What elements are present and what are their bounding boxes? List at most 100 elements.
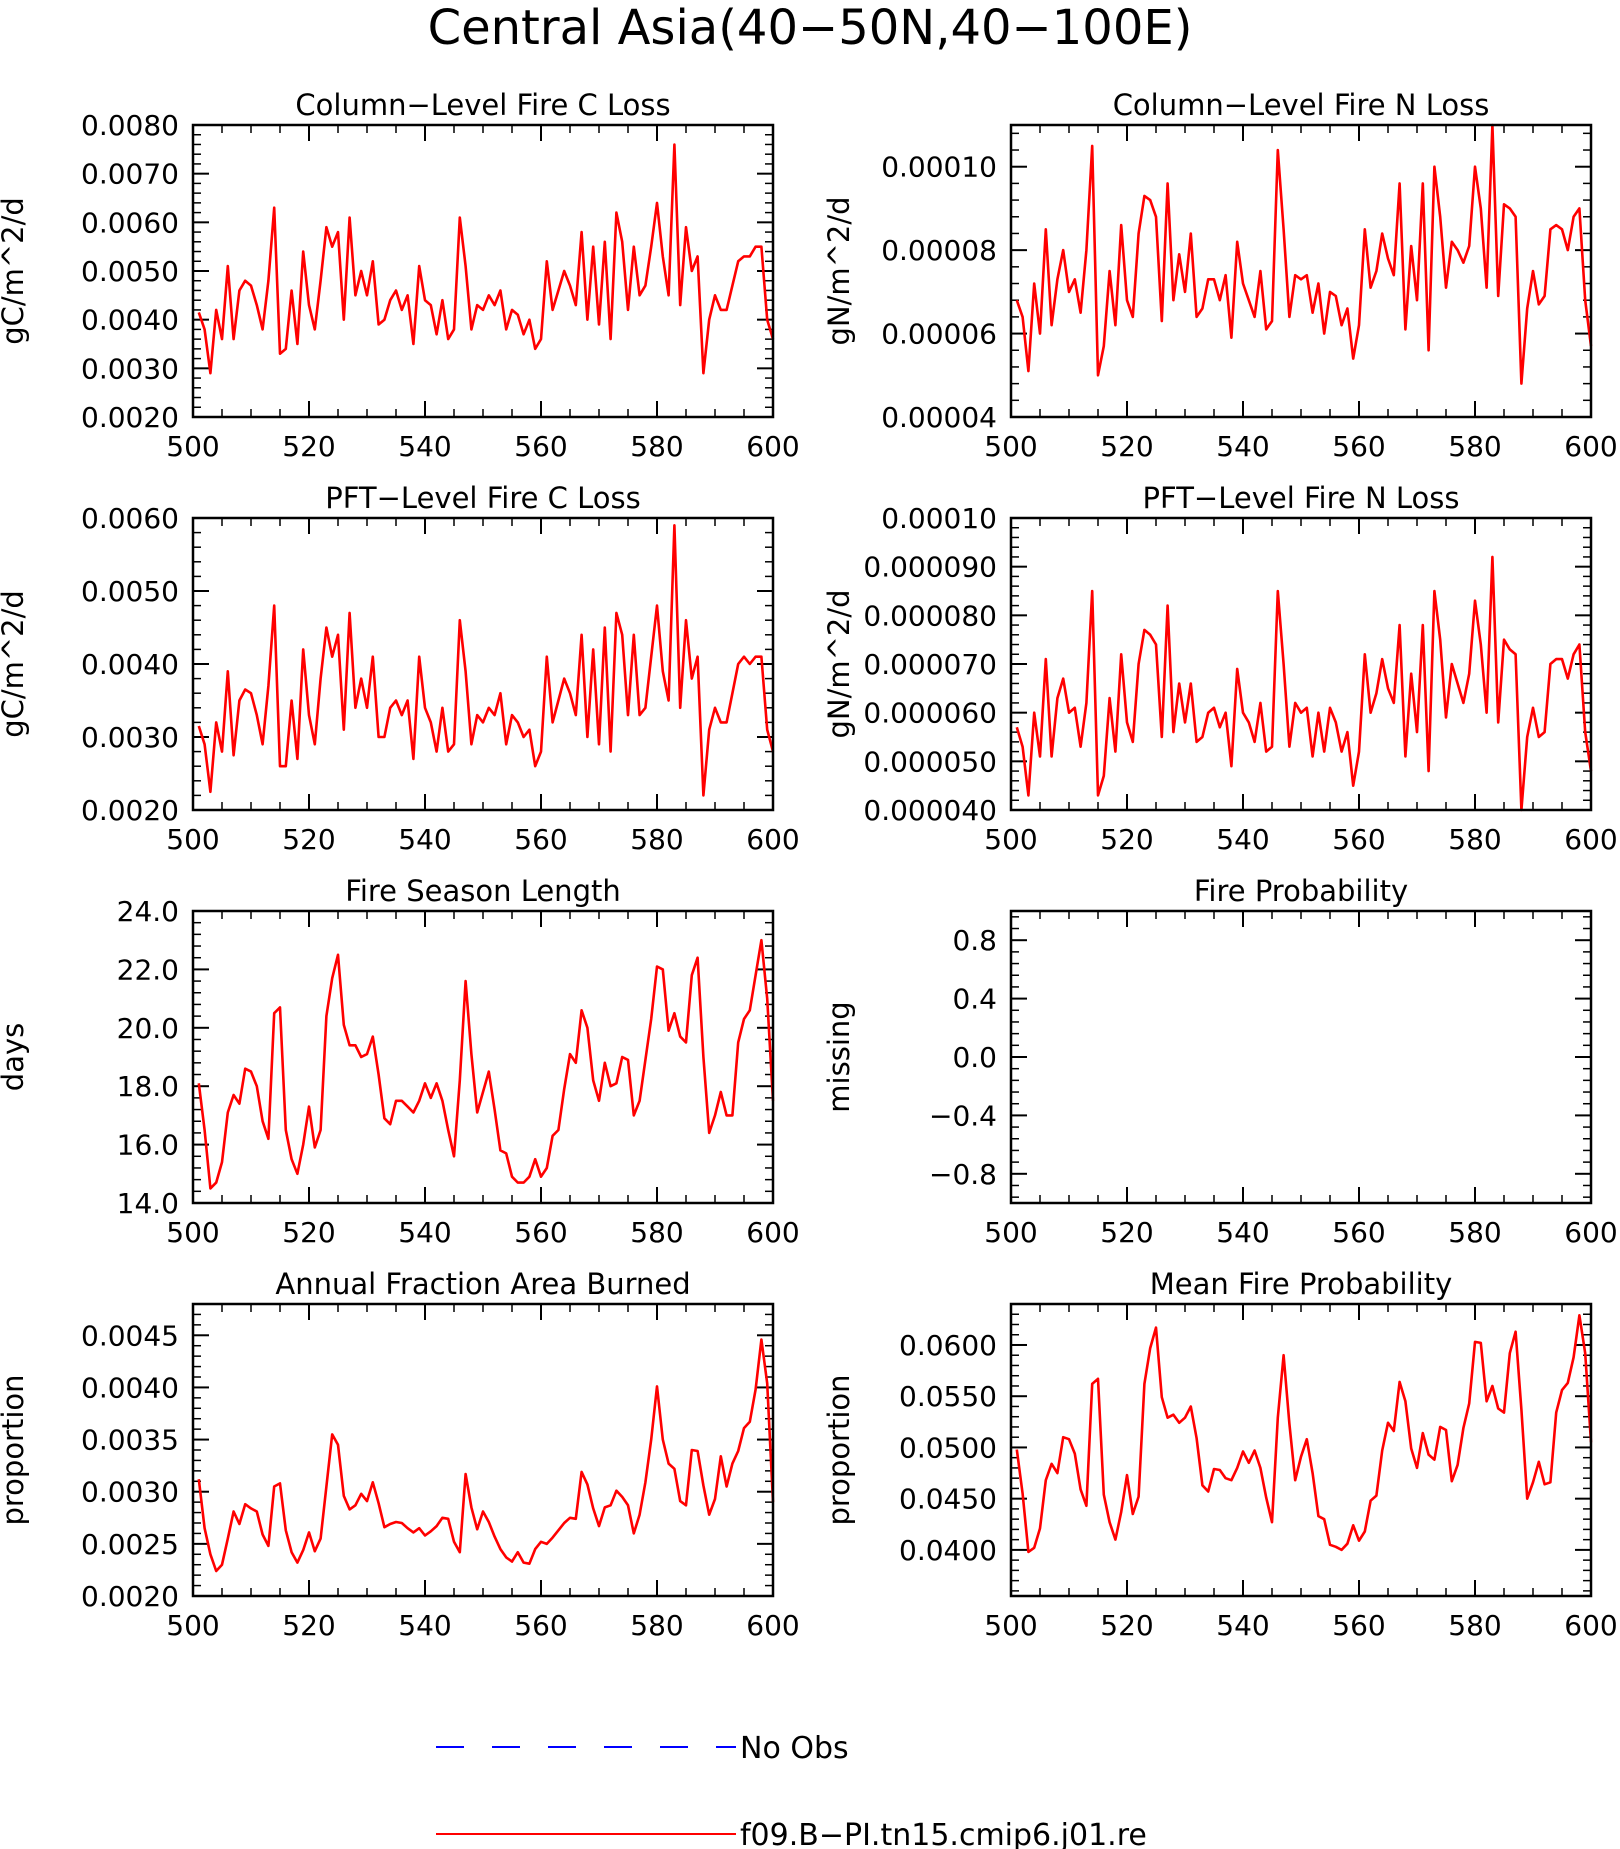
legend: No Obs f09.B−PI.tn15.cmip6.j01.re bbox=[436, 1731, 1147, 1849]
x-tick-label: 520 bbox=[1100, 1609, 1153, 1642]
plot-frame bbox=[1009, 123, 1593, 419]
x-tick-label: 500 bbox=[984, 823, 1037, 856]
y-axis-label: days bbox=[0, 1023, 30, 1091]
x-tick-label: 540 bbox=[398, 1216, 451, 1249]
x-tick-label: 600 bbox=[1564, 1609, 1617, 1642]
x-tick-label: 540 bbox=[1216, 1609, 1269, 1642]
y-tick-label: 0.0045 bbox=[81, 1319, 179, 1352]
y-tick-label: 16.0 bbox=[117, 1129, 179, 1162]
y-tick-label: 0.0020 bbox=[81, 1580, 179, 1613]
x-tick-label: 560 bbox=[514, 1609, 567, 1642]
panel-title: Fire Probability bbox=[1194, 874, 1408, 908]
x-tick-label: 580 bbox=[1448, 430, 1501, 463]
x-tick-label: 500 bbox=[166, 823, 219, 856]
y-tick-label: 0.00008 bbox=[881, 234, 997, 267]
x-tick-label: 600 bbox=[1564, 430, 1617, 463]
legend-label-no-obs: No Obs bbox=[740, 1731, 849, 1766]
x-tick-label: 580 bbox=[630, 823, 683, 856]
x-tick-label: 520 bbox=[1100, 430, 1153, 463]
y-tick-label: 0.4 bbox=[952, 983, 997, 1016]
panel-fire-season-length: Fire Season Length 500 520 540 560 580 600 14.0… bbox=[0, 874, 800, 1249]
plot-frame bbox=[1009, 909, 1593, 1205]
panel-title: Column−Level Fire C Loss bbox=[295, 88, 670, 122]
panel-title: PFT−Level Fire N Loss bbox=[1143, 481, 1460, 515]
x-tick-label: 540 bbox=[1216, 1216, 1269, 1249]
x-tick-label: 600 bbox=[746, 430, 799, 463]
x-tick-label: 580 bbox=[630, 430, 683, 463]
y-axis-label: proportion bbox=[822, 1374, 856, 1525]
y-tick-label: 0.000060 bbox=[863, 697, 997, 730]
y-tick-label: 0.0060 bbox=[81, 502, 179, 535]
y-tick-label: 0.0040 bbox=[81, 1371, 179, 1404]
x-tick-label: 500 bbox=[166, 1216, 219, 1249]
x-tick-label: 560 bbox=[514, 430, 567, 463]
series-line bbox=[197, 143, 775, 375]
x-tick-label: 520 bbox=[282, 1216, 335, 1249]
y-axis-label: gN/m^2/d bbox=[822, 196, 856, 345]
y-axis-label: missing bbox=[822, 1001, 856, 1112]
y-tick-label: 0.0030 bbox=[81, 1476, 179, 1509]
y-axis-label: gC/m^2/d bbox=[0, 197, 30, 345]
y-tick-label: 0.0600 bbox=[899, 1329, 997, 1362]
series-line bbox=[197, 938, 775, 1190]
panel-title: Fire Season Length bbox=[345, 874, 620, 908]
plot-frame bbox=[191, 1302, 775, 1598]
y-tick-label: 0.0400 bbox=[899, 1534, 997, 1567]
panel-fire-probability: Fire Probability 500 520 540 560 580 600 −0.8 −0… bbox=[822, 874, 1618, 1249]
panel-mean-fire-probability: Mean Fire Probability 500 520 540 560 580 600 0… bbox=[822, 1267, 1618, 1642]
y-tick-label: 0.0070 bbox=[81, 158, 179, 191]
legend-label-model: f09.B−PI.tn15.cmip6.j01.re bbox=[740, 1818, 1147, 1849]
x-tick-label: 560 bbox=[1332, 1216, 1385, 1249]
y-tick-label: 20.0 bbox=[117, 1012, 179, 1045]
y-tick-label: 0.000050 bbox=[863, 745, 997, 778]
x-tick-label: 500 bbox=[984, 1216, 1037, 1249]
y-tick-label: 0.000090 bbox=[863, 551, 997, 584]
y-tick-label: 14.0 bbox=[117, 1187, 179, 1220]
y-tick-label: 0.0030 bbox=[81, 721, 179, 754]
x-tick-label: 560 bbox=[1332, 430, 1385, 463]
figure-title: Central Asia(40−50N,40−100E) bbox=[428, 0, 1193, 56]
y-tick-label: −0.8 bbox=[929, 1158, 997, 1191]
x-tick-label: 560 bbox=[514, 1216, 567, 1249]
y-tick-label: 0.000070 bbox=[863, 648, 997, 681]
y-tick-label: 0.0040 bbox=[81, 648, 179, 681]
y-tick-label: 22.0 bbox=[117, 953, 179, 986]
x-tick-label: 500 bbox=[166, 430, 219, 463]
x-tick-label: 500 bbox=[984, 1609, 1037, 1642]
plot-frame bbox=[191, 909, 775, 1205]
y-tick-label: 0.0 bbox=[952, 1041, 997, 1074]
x-tick-label: 560 bbox=[1332, 823, 1385, 856]
panel-title: Column−Level Fire N Loss bbox=[1113, 88, 1490, 122]
y-tick-label: 0.0450 bbox=[899, 1483, 997, 1516]
y-tick-label: 0.0020 bbox=[81, 794, 179, 827]
y-tick-label: 0.00004 bbox=[881, 401, 997, 434]
series-line bbox=[1015, 555, 1593, 812]
y-tick-label: 0.000080 bbox=[863, 599, 997, 632]
x-tick-label: 580 bbox=[630, 1216, 683, 1249]
y-tick-label: 0.00006 bbox=[881, 318, 997, 351]
y-tick-label: −0.4 bbox=[929, 1099, 997, 1132]
y-tick-label: 0.0025 bbox=[81, 1528, 179, 1561]
x-tick-label: 540 bbox=[398, 1609, 451, 1642]
series-line bbox=[197, 523, 775, 797]
plot-frame bbox=[1009, 516, 1593, 812]
x-tick-label: 520 bbox=[282, 430, 335, 463]
y-tick-label: 0.0030 bbox=[81, 352, 179, 385]
y-tick-label: 0.0020 bbox=[81, 401, 179, 434]
x-tick-label: 580 bbox=[1448, 1216, 1501, 1249]
y-tick-label: 24.0 bbox=[117, 895, 179, 928]
y-tick-label: 0.0500 bbox=[899, 1431, 997, 1464]
panel-title: Mean Fire Probability bbox=[1150, 1267, 1453, 1301]
panel-annual-fraction-area-burned: Annual Fraction Area Burned 500 520 540 560 5… bbox=[0, 1267, 800, 1642]
plot-frame bbox=[191, 516, 775, 812]
x-tick-label: 600 bbox=[746, 1609, 799, 1642]
x-tick-label: 580 bbox=[630, 1609, 683, 1642]
x-tick-label: 540 bbox=[1216, 430, 1269, 463]
panel-pft-fire-c-loss: PFT−Level Fire C Loss 500 520 540 560 580 600 0… bbox=[0, 481, 800, 856]
y-axis-label: proportion bbox=[0, 1374, 30, 1525]
y-tick-label: 18.0 bbox=[117, 1070, 179, 1103]
y-tick-label: 0.000040 bbox=[863, 794, 997, 827]
series-line bbox=[197, 1338, 775, 1573]
y-tick-label: 0.0050 bbox=[81, 575, 179, 608]
x-tick-label: 520 bbox=[282, 1609, 335, 1642]
